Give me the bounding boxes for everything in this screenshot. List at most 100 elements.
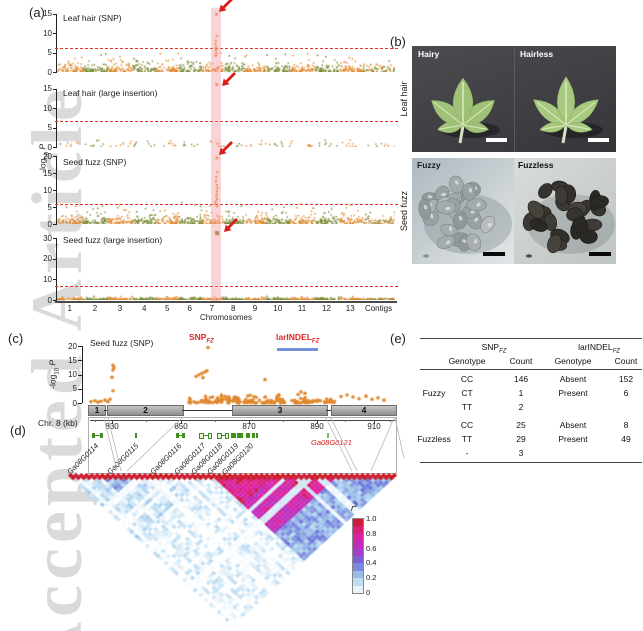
table-rule	[420, 338, 642, 340]
table-column-header: Count	[509, 356, 533, 366]
table-cell: -	[465, 448, 469, 458]
table-cell: Present	[558, 434, 588, 444]
r2-colorbar-segment	[353, 563, 363, 572]
gene-model-glyph	[92, 433, 95, 438]
y-tick-label: 5	[47, 202, 52, 212]
y-tick-label: 20	[43, 151, 52, 161]
chromosome-label: 1	[67, 304, 72, 313]
fuzzless-seeds-image	[522, 180, 615, 258]
y-tick-label: 0	[47, 67, 52, 77]
indel-underline-bar	[277, 348, 318, 351]
chromosome-label: 2	[92, 304, 98, 313]
gene-model-glyph	[221, 435, 225, 437]
chromosome-label: 11	[297, 304, 307, 313]
chromosome-label: 10	[273, 304, 283, 313]
panel-a-label: (a)	[29, 5, 45, 20]
y-tick-label: 10	[43, 274, 52, 284]
chromosome-label: Contigs	[364, 304, 393, 313]
chromosome-label: 8	[231, 304, 236, 313]
caption-hairless: Hairless	[520, 49, 554, 59]
y-axis-spine	[56, 13, 57, 72]
table-column-header: Genotype	[448, 356, 486, 366]
ruler-line	[90, 419, 395, 421]
gene-model-glyph	[208, 433, 212, 439]
y-tick	[53, 224, 57, 225]
chromosome-label: 5	[165, 304, 170, 313]
table-cell: 1	[518, 388, 524, 398]
y-tick-label: 15	[68, 355, 77, 365]
leaf-photo: Hairy Hairless	[412, 46, 616, 152]
chromosome-label: 7	[209, 304, 214, 313]
table-cell: TT	[461, 434, 473, 444]
ruler-minor-tick	[283, 420, 284, 423]
y-tick	[53, 190, 57, 191]
panel-e-label: (e)	[390, 331, 406, 346]
table-cell: CC	[460, 420, 474, 430]
y-tick-label: 10	[43, 103, 52, 113]
table-cell: TT	[461, 402, 473, 412]
y-tick	[53, 300, 57, 301]
y-tick-label: 0	[72, 398, 77, 408]
y-tick	[78, 388, 82, 390]
panel-b-label: (b)	[390, 34, 406, 49]
r2-legend-title: r2	[351, 503, 358, 513]
table-cell: 8	[623, 420, 629, 430]
table-cell: 146	[513, 374, 529, 384]
manhattan-canvas-4	[57, 230, 395, 300]
hairless-leaf-image	[533, 76, 603, 144]
group-header-base: SNP	[481, 342, 500, 352]
y-tick	[78, 403, 82, 404]
group-header-sub: FZ	[499, 348, 507, 355]
ruler-tick-label: 890	[310, 422, 324, 431]
ruler-tick-label: 870	[242, 422, 256, 431]
table-cell: 29	[516, 434, 526, 444]
table-cell: Absent	[559, 420, 587, 430]
r2-colorbar-segment	[353, 548, 363, 557]
r2-colorbar-segment	[353, 526, 363, 535]
r2-legend-tick-label: 0.8	[366, 528, 377, 538]
r2-legend-tick-label: 0.2	[366, 573, 377, 583]
y-tick-label: 10	[43, 28, 52, 38]
table-cell: 152	[618, 374, 634, 384]
r2-colorbar-segment	[353, 570, 363, 579]
caption-fuzzless: Fuzzless	[518, 160, 554, 170]
caption-hairy: Hairy	[418, 49, 440, 59]
manhattan-canvas-2	[57, 83, 395, 147]
gene-model-glyph	[100, 433, 103, 438]
gene-model-glyph	[246, 433, 250, 438]
group-header-sub: FZ	[612, 348, 620, 355]
y-tick	[53, 88, 57, 90]
y-tick-label: 20	[43, 254, 52, 264]
scale-bar	[589, 252, 611, 256]
ld-heatmap-canvas	[64, 473, 401, 631]
gene-model-glyph	[225, 433, 229, 439]
scaffold-bar: 4	[331, 405, 397, 416]
photo-divider	[514, 46, 515, 152]
r2-legend-tick-label: 0.4	[366, 558, 377, 568]
r2-legend-tick-label: 1.0	[366, 514, 377, 523]
ruler-tick	[317, 420, 318, 424]
y-tick	[53, 238, 57, 240]
y-tick-label: 5	[47, 123, 52, 133]
y-tick-label: 0	[47, 295, 52, 305]
table-group-header: larINDELFZ	[569, 342, 629, 355]
table-cell: 49	[621, 434, 631, 444]
ruler-minor-tick	[95, 420, 96, 423]
y-tick	[78, 346, 82, 347]
y-tick	[53, 156, 57, 157]
y-tick	[53, 33, 57, 35]
gene-model-glyph	[237, 433, 243, 438]
panel-d-label: (d)	[10, 423, 26, 438]
table-cell: CC	[460, 374, 474, 384]
y-tick-label: 5	[72, 384, 77, 394]
regional-scatter-canvas	[85, 344, 397, 406]
y-tick-label: 20	[68, 341, 77, 351]
chromosome-label: 13	[345, 304, 355, 313]
r2-legend-tick-label: 0.6	[366, 543, 377, 553]
gene-model-glyph	[95, 435, 100, 437]
y-axis-spine	[56, 88, 57, 147]
table-cell: 2	[518, 402, 524, 412]
gene-model-glyph	[203, 435, 208, 437]
